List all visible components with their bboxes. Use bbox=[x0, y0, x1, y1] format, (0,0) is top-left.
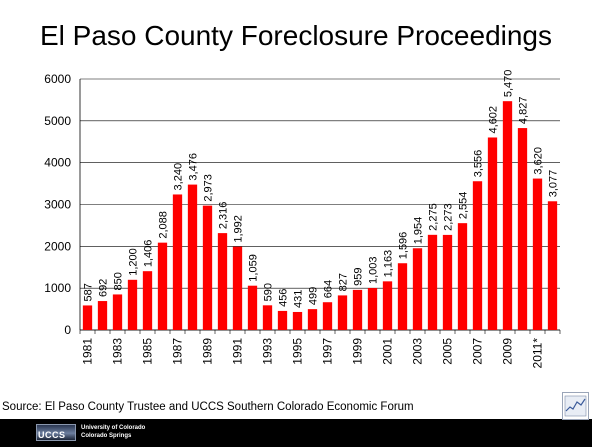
bar-chart: 0 1000 2000 3000 4000 5000 6000 587 1981 692 850 19… bbox=[44, 70, 561, 369]
bar bbox=[277, 310, 288, 330]
data-label: 2,316 bbox=[218, 202, 230, 230]
data-label: 587 bbox=[83, 283, 95, 301]
data-label: 4,827 bbox=[518, 97, 530, 125]
data-label: 2,275 bbox=[428, 203, 440, 231]
data-label: 590 bbox=[263, 283, 275, 301]
x-tick-label: 2005 bbox=[441, 338, 455, 365]
bar bbox=[547, 201, 558, 330]
bar bbox=[127, 279, 138, 330]
data-label: 2,273 bbox=[443, 203, 455, 231]
bar bbox=[487, 137, 498, 330]
data-label: 1,992 bbox=[233, 215, 245, 243]
bar bbox=[532, 178, 543, 330]
data-label: 692 bbox=[98, 279, 110, 297]
data-label: 3,077 bbox=[548, 170, 560, 198]
data-label: 456 bbox=[278, 289, 290, 307]
bar bbox=[367, 288, 378, 330]
bar bbox=[232, 246, 243, 330]
bar bbox=[262, 305, 273, 330]
bar bbox=[517, 128, 528, 330]
bar bbox=[502, 101, 513, 331]
data-label: 664 bbox=[323, 280, 335, 298]
bar bbox=[112, 294, 123, 330]
y-tick-label: 5000 bbox=[44, 114, 71, 128]
org-name-line1: University of Colorado bbox=[81, 425, 146, 431]
bar bbox=[397, 263, 408, 330]
y-tick-label: 4000 bbox=[44, 156, 71, 170]
bar bbox=[292, 311, 303, 330]
data-label: 1,596 bbox=[398, 232, 410, 260]
bar bbox=[382, 281, 393, 330]
y-tick-label: 0 bbox=[64, 323, 71, 337]
x-tick-label: 1981 bbox=[81, 338, 95, 365]
footer-bar: UCCS University of Colorado Colorado Spr… bbox=[0, 419, 592, 447]
data-label: 2,973 bbox=[203, 174, 215, 202]
bar bbox=[172, 194, 183, 330]
bar bbox=[457, 223, 468, 330]
data-label: 1,059 bbox=[248, 254, 260, 282]
bar bbox=[97, 301, 108, 330]
y-tick-label: 2000 bbox=[44, 239, 71, 253]
bar bbox=[82, 305, 93, 330]
data-label: 959 bbox=[353, 268, 365, 286]
bar bbox=[412, 248, 423, 330]
x-tick-label: 1995 bbox=[291, 338, 305, 365]
data-label: 850 bbox=[113, 272, 125, 290]
data-label: 1,163 bbox=[383, 250, 395, 278]
org-name-line2: Colorado Springs bbox=[81, 433, 132, 439]
data-label: 827 bbox=[338, 273, 350, 291]
source-note: Source: El Paso County Trustee and UCCS … bbox=[2, 401, 414, 413]
y-tick-label: 3000 bbox=[44, 198, 71, 212]
bar bbox=[187, 184, 198, 330]
data-label: 1,200 bbox=[128, 248, 140, 276]
x-tick-label: 1997 bbox=[321, 338, 335, 365]
bar bbox=[157, 242, 168, 330]
chart-thumbnail-icon bbox=[562, 392, 589, 420]
bar bbox=[307, 309, 318, 330]
data-label: 1,954 bbox=[413, 217, 425, 245]
bar bbox=[442, 234, 453, 330]
x-tick-label: 1989 bbox=[201, 338, 215, 365]
x-tick-label: 2003 bbox=[411, 338, 425, 365]
uccs-logo: UCCS bbox=[36, 424, 76, 441]
x-tick-label: 2011* bbox=[531, 338, 545, 369]
data-label: 1,406 bbox=[143, 240, 155, 268]
y-tick-label: 1000 bbox=[44, 281, 71, 295]
data-label: 431 bbox=[292, 290, 304, 308]
bar bbox=[427, 234, 438, 330]
y-tick-label: 6000 bbox=[44, 72, 71, 86]
x-tick-label: 1991 bbox=[231, 338, 245, 365]
uccs-logo-text: UCCS bbox=[38, 430, 66, 440]
x-tick-label: 2007 bbox=[471, 338, 485, 365]
bar bbox=[337, 295, 348, 330]
bar bbox=[322, 302, 333, 330]
x-tick-label: 1987 bbox=[171, 338, 185, 365]
bar bbox=[217, 233, 228, 330]
x-tick-label: 2009 bbox=[501, 338, 515, 365]
data-label: 2,088 bbox=[158, 211, 170, 239]
x-tick-label: 1993 bbox=[261, 338, 275, 365]
data-label: 1,003 bbox=[368, 257, 380, 285]
data-label: 3,476 bbox=[188, 153, 200, 181]
bar bbox=[352, 289, 363, 330]
bar bbox=[472, 181, 483, 330]
bar bbox=[202, 205, 213, 330]
x-tick-label: 1985 bbox=[141, 338, 155, 365]
data-label: 5,470 bbox=[503, 70, 515, 98]
data-label: 3,620 bbox=[533, 147, 545, 175]
data-label: 499 bbox=[308, 287, 320, 305]
bar bbox=[142, 271, 153, 330]
data-label: 4,602 bbox=[488, 106, 500, 134]
x-tick-label: 2001 bbox=[381, 338, 395, 365]
bar bbox=[247, 285, 258, 330]
x-tick-label: 1983 bbox=[111, 338, 125, 365]
chart-title: El Paso County Foreclosure Proceedings bbox=[39, 20, 553, 51]
data-label: 3,556 bbox=[473, 150, 485, 178]
data-label: 3,240 bbox=[173, 163, 185, 191]
x-tick-label: 1999 bbox=[351, 338, 365, 365]
data-label: 2,554 bbox=[458, 192, 470, 220]
